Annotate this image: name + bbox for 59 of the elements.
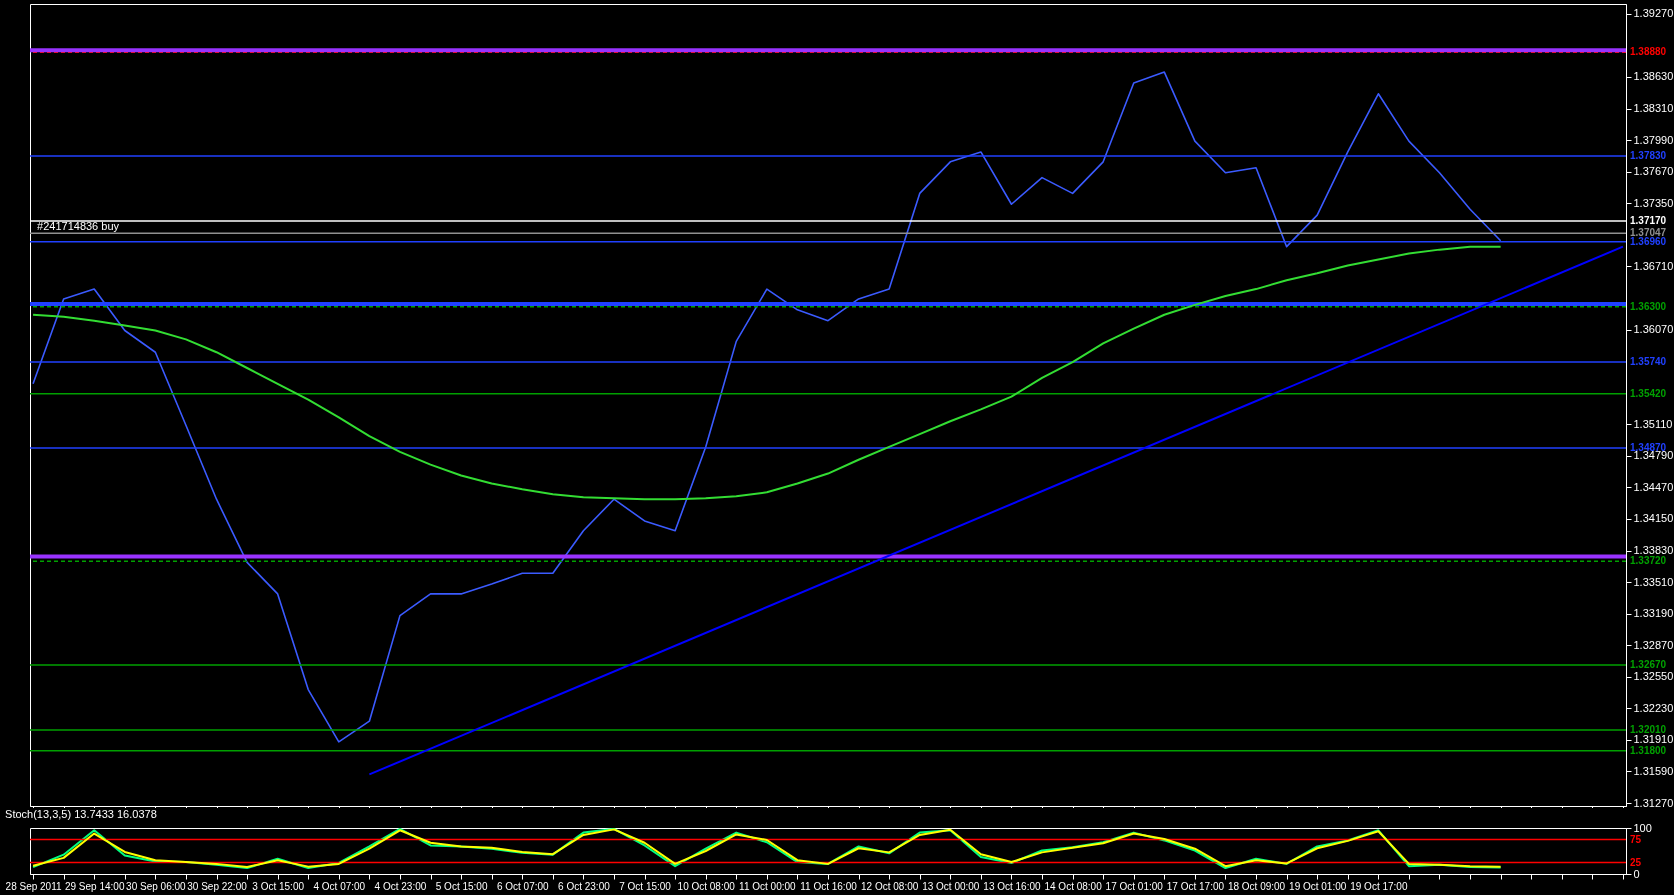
ref-line-label: 1.32010 xyxy=(1630,724,1667,736)
y-tick-label: 1.36710 xyxy=(1633,259,1674,272)
x-tick-label: 19 Oct 01:00 xyxy=(1289,880,1347,892)
y-tick-label: 1.37670 xyxy=(1633,165,1674,178)
y-tick-label: 1.34150 xyxy=(1633,512,1674,525)
x-tick-label: 30 Sep 22:00 xyxy=(187,880,248,892)
x-tick-label: 6 Oct 23:00 xyxy=(558,880,611,892)
x-tick-label: 17 Oct 17:00 xyxy=(1166,880,1225,892)
x-tick-label: 13 Oct 00:00 xyxy=(922,880,980,892)
ref-line-label: 1.38880 xyxy=(1630,46,1667,58)
y-tick-label: 1.31270 xyxy=(1633,796,1674,809)
ref-line-label: 75 xyxy=(1630,833,1642,845)
y-tick-label: 1.33190 xyxy=(1633,607,1674,620)
ref-line-label: 1.33720 xyxy=(1630,555,1667,567)
y-tick-label: 1.39270 xyxy=(1633,7,1674,20)
x-tick-label: 17 Oct 01:00 xyxy=(1105,880,1164,892)
y-tick-label: 1.32550 xyxy=(1633,670,1674,683)
y-tick-label: 1.32870 xyxy=(1633,638,1674,651)
x-tick-label: 12 Oct 08:00 xyxy=(861,880,919,892)
chart-title: Stoch(13,3,5) 13.7433 16.0378 xyxy=(5,808,157,820)
annotation: #241714836 buy xyxy=(37,220,120,233)
ref-line-label: 1.36300 xyxy=(1630,300,1667,312)
x-tick-label: 18 Oct 09:00 xyxy=(1227,880,1286,892)
y-tick-label: 1.31590 xyxy=(1633,764,1674,777)
y-tick-label: 1.38310 xyxy=(1633,102,1674,115)
y-tick-label: 1.37990 xyxy=(1633,133,1674,146)
x-tick-label: 11 Oct 00:00 xyxy=(739,880,797,892)
x-tick-label: 6 Oct 07:00 xyxy=(496,880,550,892)
x-tick-label: 11 Oct 16:00 xyxy=(800,880,858,892)
y-tick-label: 1.34470 xyxy=(1633,480,1674,493)
x-tick-label: 14 Oct 08:00 xyxy=(1044,880,1103,892)
y-tick-label: 1.31910 xyxy=(1633,733,1674,746)
ref-line-label: 25 xyxy=(1630,856,1642,868)
ref-line-label: 1.32670 xyxy=(1630,658,1667,670)
y-tick-label: 100 xyxy=(1633,821,1652,834)
ref-line-label: 1.31800 xyxy=(1630,744,1667,756)
ref-line-label: 1.35740 xyxy=(1630,356,1667,368)
x-tick-label: 10 Oct 08:00 xyxy=(677,880,736,892)
y-tick-label: 0 xyxy=(1633,867,1640,880)
x-tick-label: 4 Oct 07:00 xyxy=(313,880,366,892)
ref-line-label: 1.35420 xyxy=(1630,387,1667,399)
x-tick-label: 28 Sep 2011 xyxy=(5,880,62,892)
x-tick-label: 7 Oct 15:00 xyxy=(619,880,672,892)
x-tick-label: 13 Oct 16:00 xyxy=(983,880,1042,892)
y-tick-label: 1.38630 xyxy=(1633,70,1674,83)
y-tick-label: 1.35110 xyxy=(1633,417,1673,430)
y-tick-label: 1.36070 xyxy=(1633,323,1674,336)
x-tick-label: 4 Oct 23:00 xyxy=(374,880,427,892)
x-tick-label: 3 Oct 15:00 xyxy=(252,880,305,892)
ref-line-label: 1.37830 xyxy=(1630,149,1667,161)
x-tick-label: 29 Sep 14:00 xyxy=(64,880,125,892)
y-tick-label: 1.32230 xyxy=(1633,701,1674,714)
y-tick-label: 1.33510 xyxy=(1633,575,1674,588)
ref-line-label: 1.37170 xyxy=(1630,215,1667,227)
x-tick-label: 19 Oct 17:00 xyxy=(1350,880,1408,892)
x-tick-label: 30 Sep 06:00 xyxy=(126,880,187,892)
y-tick-label: 1.33830 xyxy=(1633,544,1674,556)
y-tick-label: 1.37350 xyxy=(1633,196,1674,209)
x-tick-label: 5 Oct 15:00 xyxy=(435,880,488,892)
